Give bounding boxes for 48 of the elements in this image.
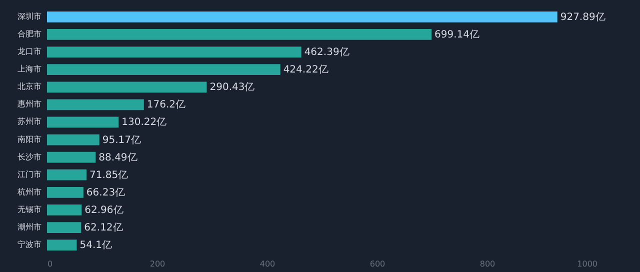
y-tick-label: 合肥市: [18, 29, 42, 38]
bar: [47, 29, 432, 40]
bar: [47, 82, 207, 93]
data-label: 66.23亿: [86, 187, 126, 198]
bar: [47, 152, 96, 163]
data-label: 95.17亿: [102, 134, 141, 146]
y-tick-label: 江门市: [18, 170, 42, 179]
x-tick-label: 0: [48, 260, 53, 268]
y-tick-label: 惠州市: [16, 100, 42, 109]
data-label: 290.43亿: [210, 82, 255, 94]
data-label: 62.96亿: [84, 204, 124, 216]
y-tick-label: 北京市: [18, 82, 42, 92]
bar: [47, 204, 82, 216]
y-tick-label: 南阳市: [18, 134, 42, 144]
bar: [47, 134, 100, 146]
bar: [47, 12, 558, 22]
bar: [47, 46, 302, 58]
data-label: 130.22亿: [122, 117, 167, 128]
y-tick-label: 上海市: [18, 64, 42, 74]
y-tick-label: 龙口市: [18, 47, 42, 56]
data-label: 462.39亿: [304, 47, 350, 58]
x-tick-label: 1000: [577, 260, 598, 268]
bar: [47, 240, 77, 250]
x-tick-label: 600: [370, 260, 386, 268]
y-tick-label: 苏州市: [18, 117, 42, 126]
data-label: 927.89亿: [560, 12, 606, 23]
y-tick-label: 深圳市: [18, 12, 42, 21]
bar: [47, 186, 84, 198]
y-tick-label: 潮州市: [18, 222, 42, 232]
y-tick-label: 宁波市: [18, 240, 42, 250]
x-tick-label: 800: [480, 260, 496, 268]
bar: [47, 116, 119, 128]
x-tick-label: 200: [150, 260, 166, 268]
y-tick-label: 杭州市: [16, 187, 42, 196]
x-tick-label: 400: [260, 260, 276, 268]
bar: [47, 99, 144, 110]
y-tick-label: 长沙市: [18, 152, 42, 162]
data-label: 54.1亿: [80, 240, 112, 252]
y-tick-label: 无锡市: [18, 204, 42, 214]
data-label: 424.22亿: [283, 64, 328, 76]
data-label: 176.2亿: [146, 100, 186, 111]
bar: [47, 222, 82, 233]
data-label: 699.14亿: [434, 29, 480, 40]
data-label: 88.49亿: [98, 152, 138, 164]
bar: [47, 169, 87, 180]
data-label: 71.85亿: [90, 170, 128, 181]
bar: [47, 64, 280, 76]
data-label: 62.12亿: [84, 222, 123, 234]
